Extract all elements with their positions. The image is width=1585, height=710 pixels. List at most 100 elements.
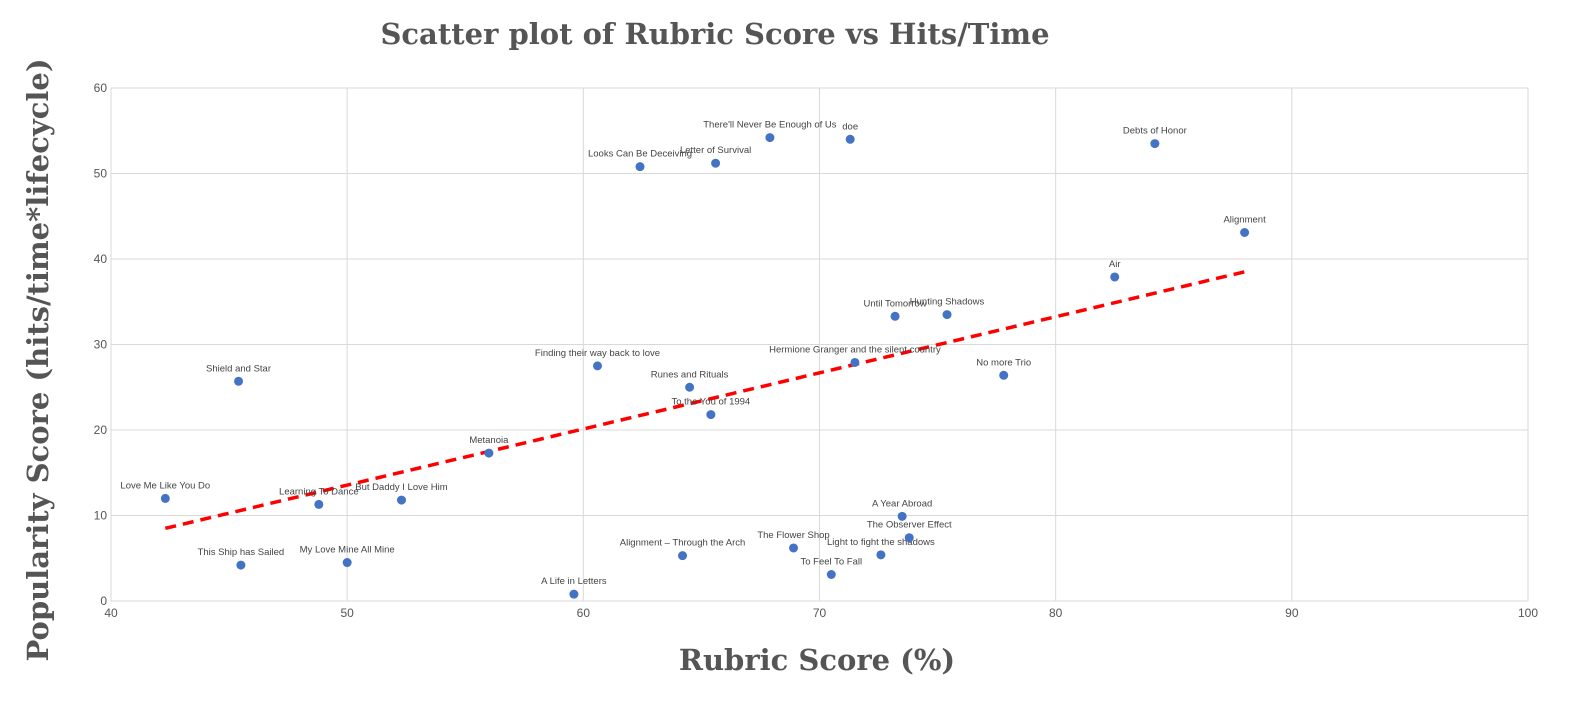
x-tick-label: 100	[1518, 606, 1538, 620]
data-point: No more Trio	[976, 357, 1031, 380]
y-tick-label: 60	[94, 81, 108, 95]
x-tick-label: 40	[104, 606, 118, 620]
x-axis-title: Rubric Score (%)	[679, 643, 955, 677]
data-points: Love Me Like You Do This Ship has Sailed S…	[120, 120, 1266, 599]
point-marker	[678, 551, 688, 561]
data-point: My Love Mine All Mine	[300, 545, 395, 568]
y-tick-label: 10	[94, 509, 108, 523]
point-marker	[904, 533, 914, 543]
point-label: Learning To Dance	[279, 486, 359, 497]
point-label: The Flower Shop	[757, 530, 829, 541]
point-marker	[845, 134, 855, 144]
point-marker	[1240, 227, 1250, 237]
data-point: Finding their way back to love	[535, 348, 660, 371]
point-label: No more Trio	[976, 357, 1031, 368]
point-label: But Daddy I Love Him	[355, 482, 447, 493]
point-marker	[711, 158, 721, 168]
point-label: The Observer Effect	[867, 520, 952, 531]
point-marker	[890, 311, 900, 321]
x-tick-label: 60	[577, 606, 591, 620]
y-axis-title: Popularity Score (hits/time*lifecycle)	[21, 58, 55, 661]
point-marker	[1150, 139, 1160, 149]
data-point: The Flower Shop	[757, 530, 830, 553]
point-label: Alignment – Through the Arch	[620, 538, 746, 549]
grid	[111, 88, 1528, 601]
point-label: Finding their way back to love	[535, 348, 660, 359]
point-label: Love Me Like You Do	[120, 480, 210, 491]
data-point: Learning To Dance	[279, 486, 359, 509]
point-label: Hermione Granger and the silent country	[769, 344, 941, 355]
point-label: Until Tomorrow	[863, 298, 926, 309]
data-point: To the You of 1994	[672, 397, 751, 420]
point-marker	[342, 558, 352, 568]
point-marker	[569, 589, 579, 599]
data-point: To Feel To Fall	[801, 556, 862, 579]
point-label: Alignment	[1223, 214, 1266, 225]
point-marker	[876, 550, 886, 560]
chart-title: Scatter plot of Rubric Score vs Hits/Tim…	[380, 17, 1049, 51]
point-label: Letter of Survival	[680, 145, 751, 156]
x-tick-label: 80	[1049, 606, 1063, 620]
y-tick-label: 0	[100, 594, 107, 608]
point-label: To the You of 1994	[672, 397, 751, 408]
point-marker	[484, 448, 494, 458]
point-marker	[850, 357, 860, 367]
data-point: Love Me Like You Do	[120, 480, 210, 503]
point-label: Metanoia	[469, 435, 509, 446]
point-label: Hunting Shadows	[910, 297, 985, 308]
point-marker	[234, 376, 244, 386]
point-marker	[593, 361, 603, 371]
trendline	[164, 270, 1246, 531]
x-tick-label: 50	[340, 606, 354, 620]
point-marker	[765, 133, 775, 143]
point-label: Light to fight the shadows	[827, 537, 935, 548]
data-point: Until Tomorrow	[863, 298, 927, 321]
data-point: Letter of Survival	[680, 145, 751, 168]
data-point: Debts of Honor	[1123, 126, 1187, 149]
data-point: But Daddy I Love Him	[355, 482, 448, 505]
point-marker	[897, 511, 907, 521]
point-label: Debts of Honor	[1123, 126, 1187, 137]
data-point: Metanoia	[469, 435, 509, 458]
point-marker	[236, 560, 246, 570]
data-point: A Year Abroad	[872, 498, 932, 521]
point-label: doe	[842, 121, 858, 132]
y-tick-label: 20	[94, 423, 108, 437]
data-point: The Observer Effect	[867, 520, 952, 543]
data-point: doe	[842, 121, 858, 144]
data-point: There'll Never Be Enough of Us	[703, 120, 837, 143]
x-tick-label: 90	[1285, 606, 1299, 620]
point-marker	[396, 495, 406, 505]
data-point: A Life in Letters	[541, 576, 607, 599]
plot-frame	[110, 87, 1529, 602]
x-tick-label: 70	[813, 606, 827, 620]
data-point: Shield and Star	[206, 363, 271, 386]
point-marker	[826, 569, 836, 579]
point-label: Looks Can Be Deceiving	[588, 149, 692, 160]
data-point: Light to fight the shadows	[827, 537, 935, 560]
tick-labels: 40 50 60 70 80 90 100 0 10 20 30 40 50 60	[94, 81, 1539, 620]
point-label: Runes and Rituals	[651, 369, 729, 380]
point-marker	[160, 493, 170, 503]
point-marker	[789, 543, 799, 553]
y-tick-label: 50	[94, 167, 108, 181]
point-marker	[999, 370, 1009, 380]
data-point: Looks Can Be Deceiving	[588, 149, 692, 172]
point-label: Shield and Star	[206, 363, 271, 374]
point-marker	[1110, 272, 1120, 282]
point-label: My Love Mine All Mine	[300, 545, 395, 556]
point-label: A Life in Letters	[541, 576, 607, 587]
point-label: A Year Abroad	[872, 498, 932, 509]
data-point: Hermione Granger and the silent country	[769, 344, 941, 367]
point-marker	[942, 310, 952, 320]
point-label: There'll Never Be Enough of Us	[703, 120, 837, 131]
point-label: Air	[1109, 259, 1121, 270]
data-point: Air	[1109, 259, 1121, 282]
y-tick-label: 40	[94, 252, 108, 266]
y-tick-label: 30	[94, 338, 108, 352]
point-marker	[314, 499, 324, 509]
data-point: This Ship has Sailed	[198, 547, 284, 570]
data-point: Hunting Shadows	[910, 297, 985, 320]
data-point: Runes and Rituals	[651, 369, 729, 392]
